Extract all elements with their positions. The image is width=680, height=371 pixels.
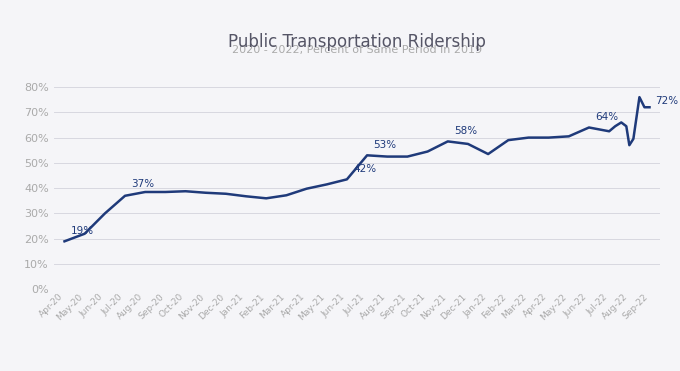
Text: 64%: 64%	[595, 112, 618, 122]
Text: 2020 - 2022, Percent of Same Period in 2019: 2020 - 2022, Percent of Same Period in 2…	[232, 45, 482, 55]
Text: 58%: 58%	[454, 126, 477, 136]
Text: 72%: 72%	[656, 96, 679, 106]
Text: 19%: 19%	[71, 226, 94, 236]
Text: 53%: 53%	[373, 140, 396, 150]
Text: 42%: 42%	[353, 164, 376, 174]
Text: 37%: 37%	[131, 180, 154, 190]
Title: Public Transportation Ridership: Public Transportation Ridership	[228, 33, 486, 51]
